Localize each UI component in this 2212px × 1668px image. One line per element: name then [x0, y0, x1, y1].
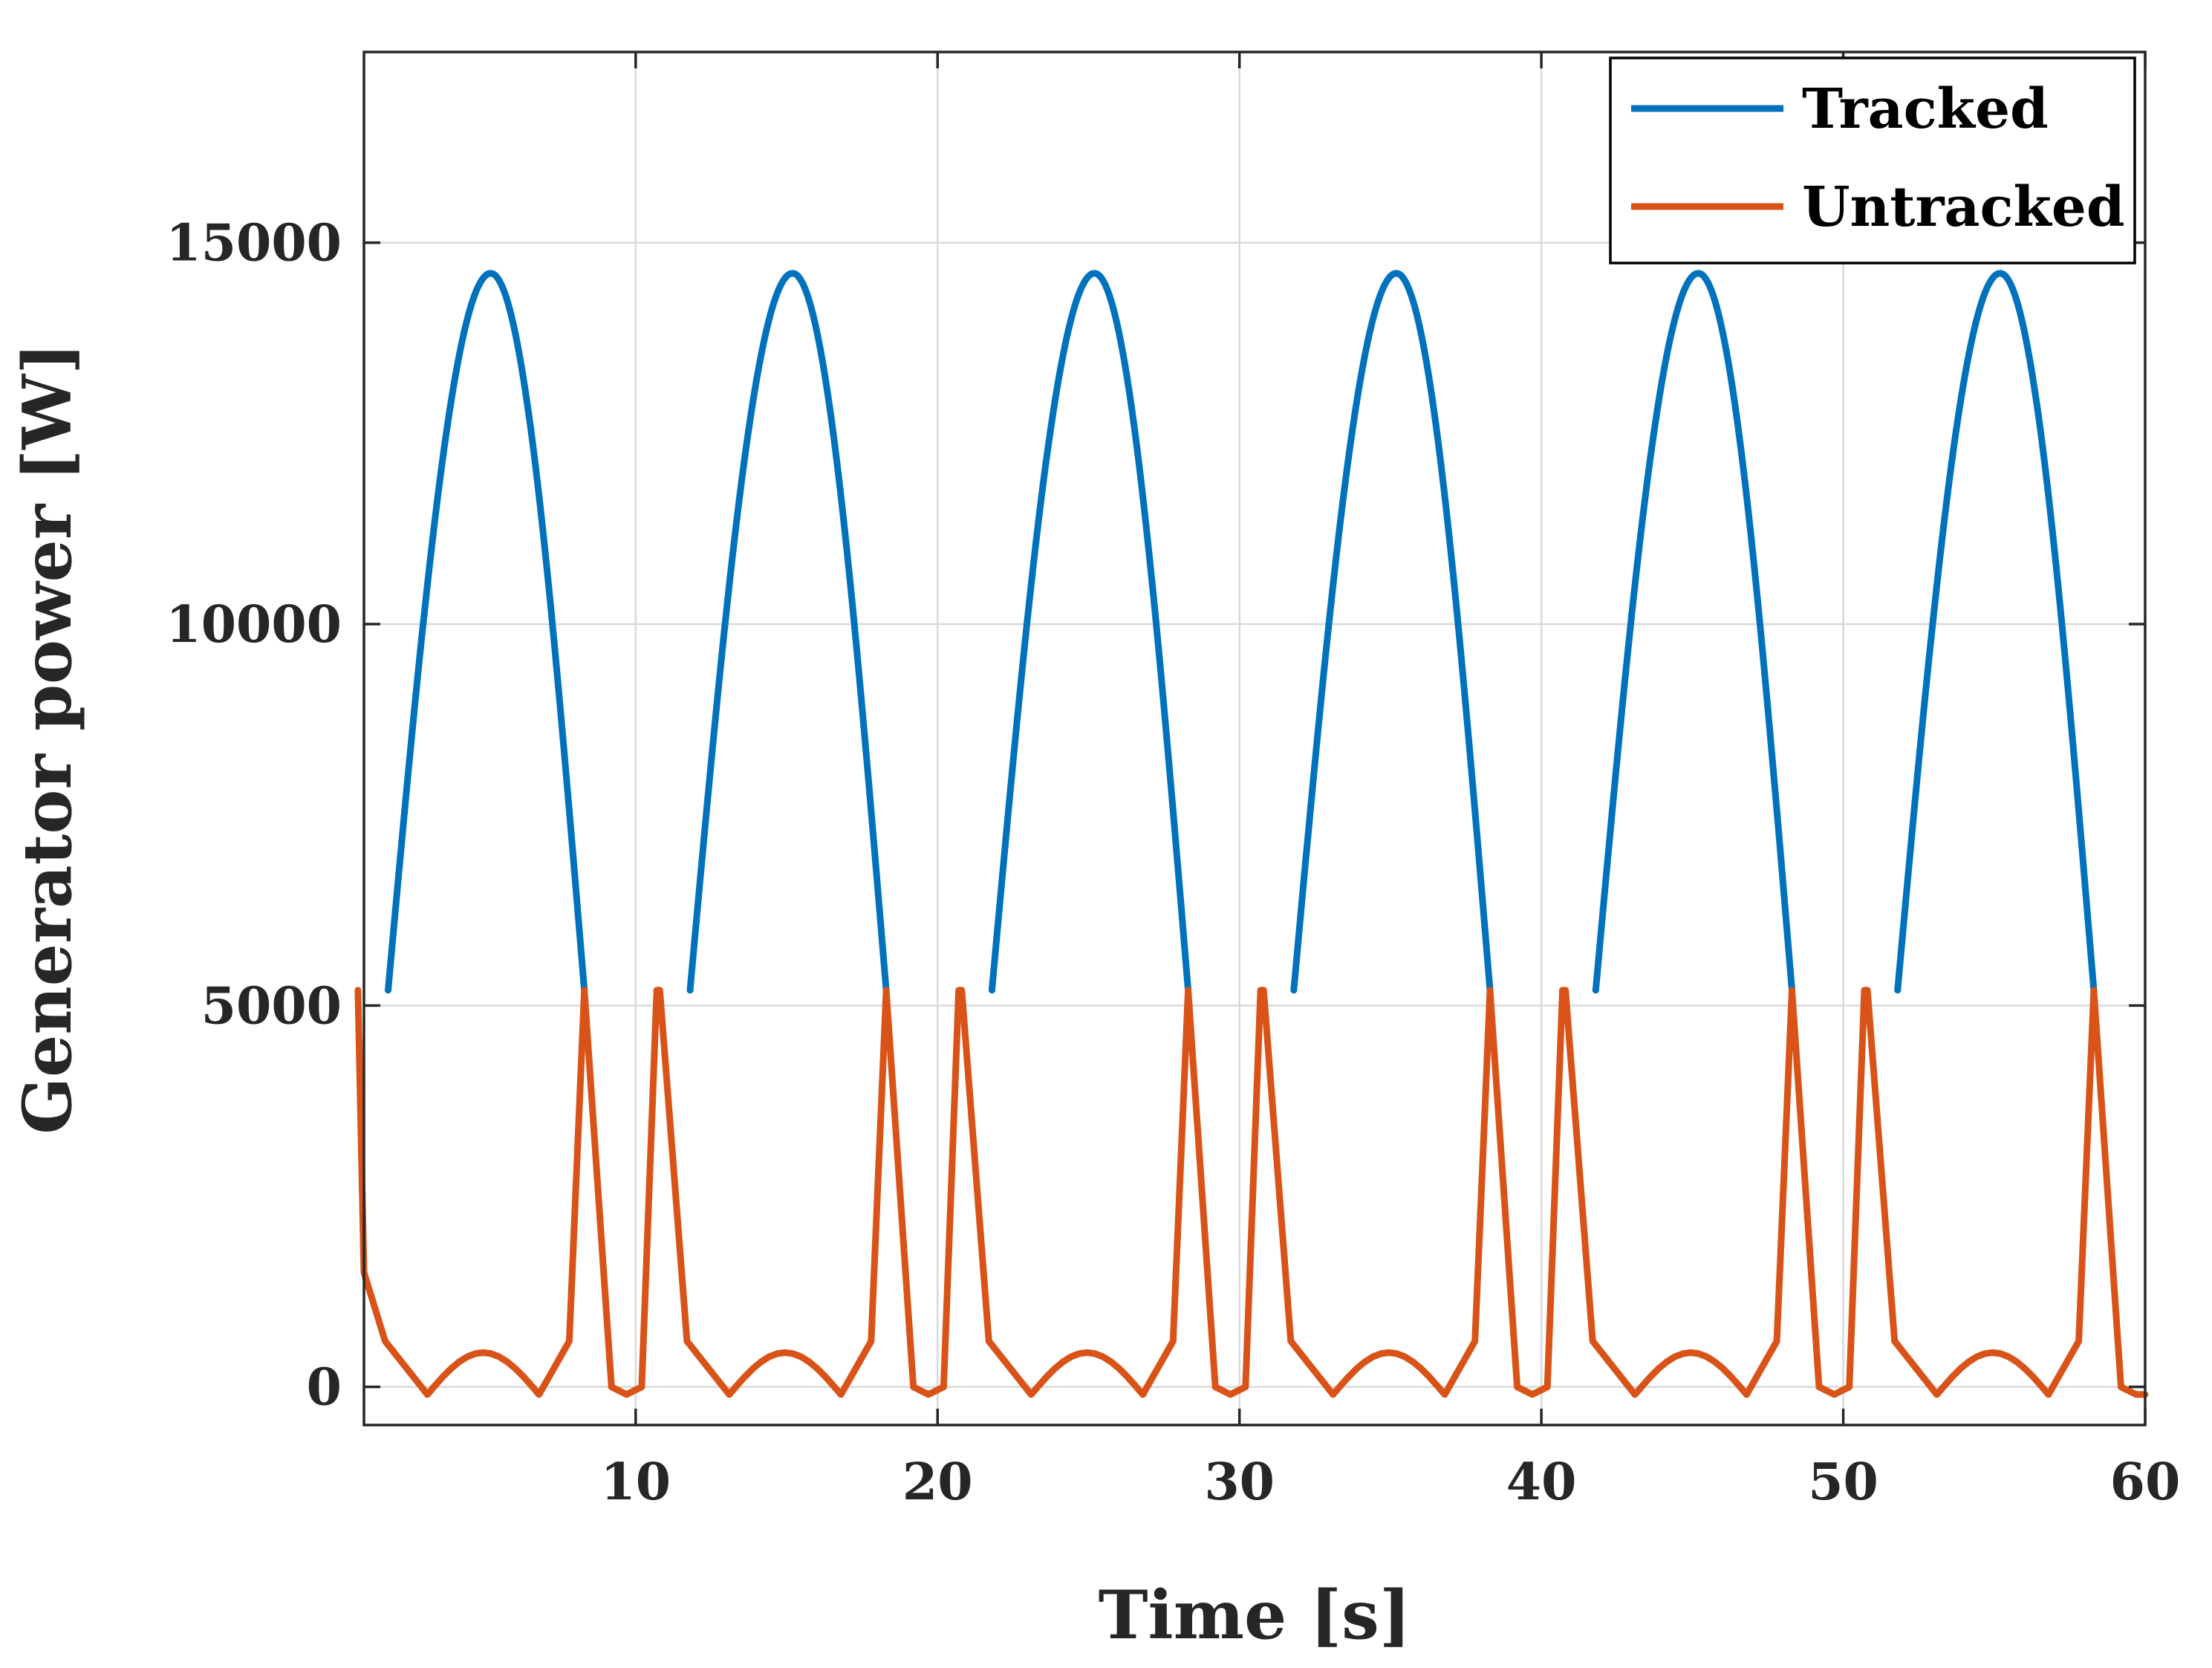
plot-lines: [354, 270, 2149, 1398]
untracked-line: [354, 987, 2149, 1398]
x-axis-title: Time [s]: [1099, 1576, 1411, 1655]
tracked-arch-6: [1894, 270, 2098, 994]
y-tick-label: 5000: [201, 976, 342, 1036]
x-tick-label: 60: [2110, 1453, 2181, 1512]
y-axis-title: Generator power [W]: [8, 343, 87, 1135]
legend-label-tracked: Tracked: [1802, 77, 2049, 141]
x-tick-label: 30: [1204, 1453, 1275, 1512]
y-tick-label: 0: [307, 1358, 342, 1418]
y-tick-label: 10000: [166, 595, 342, 655]
axis-ticks: 10 20 30 40 50 60 0 5000 10000 15000: [166, 52, 2180, 1512]
tracked-arch-3: [988, 270, 1192, 994]
x-tick-label: 20: [902, 1453, 973, 1512]
tracked-arch-1: [385, 270, 588, 994]
x-tick-label: 40: [1506, 1453, 1577, 1512]
legend-box: [1609, 56, 2136, 265]
plot-area-border: [362, 51, 2147, 1427]
y-tick-label: 15000: [166, 214, 342, 273]
tracked-arch-5: [1592, 270, 1795, 994]
legend: Tracked Untracked: [1609, 56, 2136, 265]
x-tick-label: 50: [1808, 1453, 1878, 1512]
x-tick-label: 10: [600, 1453, 671, 1512]
tracked-arch-2: [686, 270, 890, 994]
legend-label-untracked: Untracked: [1802, 175, 2125, 239]
tracked-arch-4: [1290, 270, 1494, 994]
